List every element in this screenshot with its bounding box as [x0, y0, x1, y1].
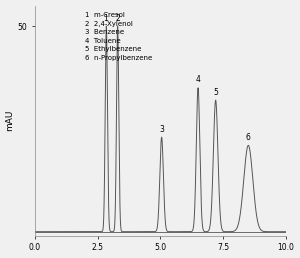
Text: 1  m-Cresol
2  2,4-Xylenol
3  Benzene
4  Toluene
5  Ethylbenzene
6  n-Propylbenz: 1 m-Cresol 2 2,4-Xylenol 3 Benzene 4 Tol… — [85, 12, 152, 61]
Text: 4: 4 — [196, 76, 200, 85]
Y-axis label: mAU: mAU — [6, 110, 15, 131]
Text: 3: 3 — [159, 125, 164, 134]
Text: 2: 2 — [115, 14, 120, 23]
Text: 1: 1 — [103, 14, 107, 23]
Text: 6: 6 — [246, 133, 251, 142]
Text: 5: 5 — [213, 88, 218, 97]
